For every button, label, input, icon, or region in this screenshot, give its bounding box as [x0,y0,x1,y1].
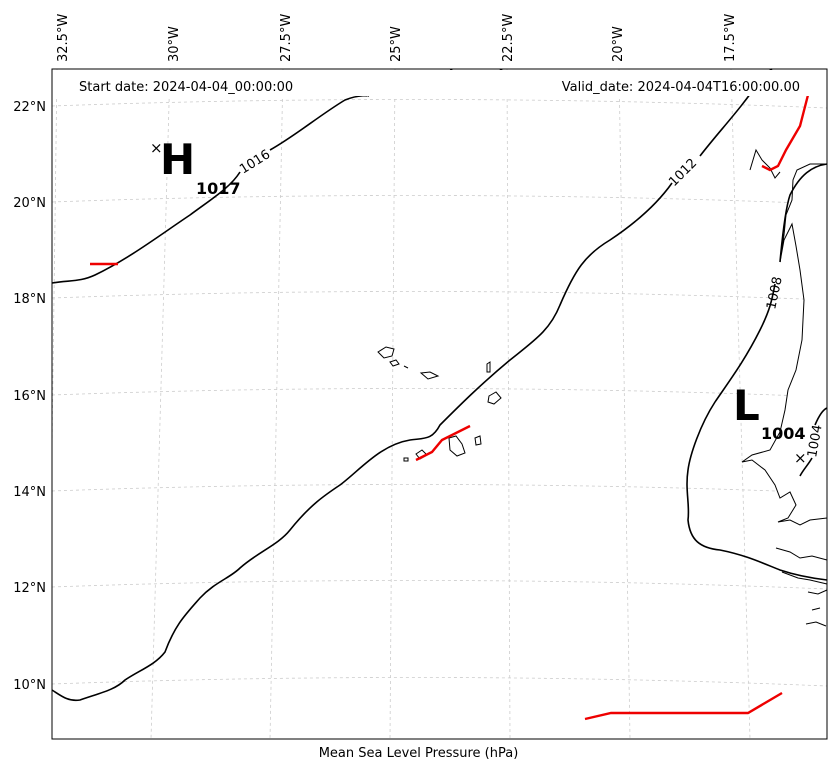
high-pressure-letter: H [160,135,195,184]
parallel-10n [51,677,828,687]
isobar-1008 [686,163,828,581]
sahara-coast-north [749,148,781,179]
cape-verde-sal [486,361,491,373]
gambia-coast [775,547,828,561]
cape-verde-sao-vicente [389,359,400,367]
fronts [90,94,810,721]
start-date-label: Start date: 2024-04-04_00:00:00 [79,80,293,95]
low-pressure-letter: L [733,381,760,430]
parallel-18n [51,291,828,301]
low-pressure-value: 1004 [761,424,806,443]
cape-verde-brava [403,457,409,462]
cape-verde-santo-antao [377,346,395,359]
parallel-22n [51,99,828,109]
meridian-27.5w [269,68,284,740]
lon-label-32.5w: 32.5°W [56,14,71,62]
lon-label-20w: 20°W [611,26,626,62]
lat-label-12n: 12°N [13,581,46,596]
lat-label-18n: 18°N [13,292,46,307]
guinea-bissau-islands [805,589,828,627]
lon-label-22.5w: 22.5°W [501,14,516,62]
meridian-22.5w [506,68,511,740]
parallel-14n [51,484,828,494]
cape-verde-maio [474,435,482,446]
longitude-labels: 32.5°W 30°W 27.5°W 25°W 22.5°W 20°W 17.5… [56,14,738,62]
lon-label-17.5w: 17.5°W [723,14,738,62]
graticule [51,68,828,740]
lon-label-27.5w: 27.5°W [279,14,294,62]
front-south [584,691,783,721]
meridian-17.5w [730,68,751,740]
date-strip [53,70,826,96]
lat-label-16n: 16°N [13,389,46,404]
lat-label-14n: 14°N [13,485,46,500]
latitude-labels: 22°N 20°N 18°N 16°N 14°N 12°N 10°N [13,100,46,693]
guinea-coast [781,571,828,585]
front-cape-verde [415,424,471,462]
map-caption: Mean Sea Level Pressure (hPa) [318,746,519,761]
high-pressure-value: 1017 [196,179,241,198]
cape-verde-boa-vista [487,391,502,405]
lat-label-20n: 20°N [13,196,46,211]
isobar-1004 [799,407,828,477]
lat-label-10n: 10°N [13,678,46,693]
map-frame [51,68,828,740]
parallel-16n [51,388,828,398]
meridian-25w [389,68,396,740]
cape-verde-sao-nicolau [419,371,440,380]
high-center-marker: × [150,139,163,157]
front-mauritania-north [761,94,810,172]
map-panel [52,69,827,739]
lon-label-25w: 25°W [389,26,404,62]
cape-verde-santiago [448,435,466,457]
lat-label-22n: 22°N [13,100,46,115]
cape-verde-santa-luzia [403,365,409,369]
parallel-20n [51,195,828,205]
pressure-centers: × H 1017 L 1004 × [150,135,807,467]
isobar-label-1004: 1004 [805,423,826,458]
lon-label-30w: 30°W [167,26,182,62]
parallel-12n [51,580,828,590]
meridian-30w [150,68,171,740]
valid-date-label: Valid_date: 2024-04-04T16:00:00.00 [562,80,800,95]
meridian-20w [618,68,631,740]
low-center-marker: × [794,449,807,467]
isobar-label-1008: 1008 [764,275,786,310]
coastlines [377,148,828,627]
